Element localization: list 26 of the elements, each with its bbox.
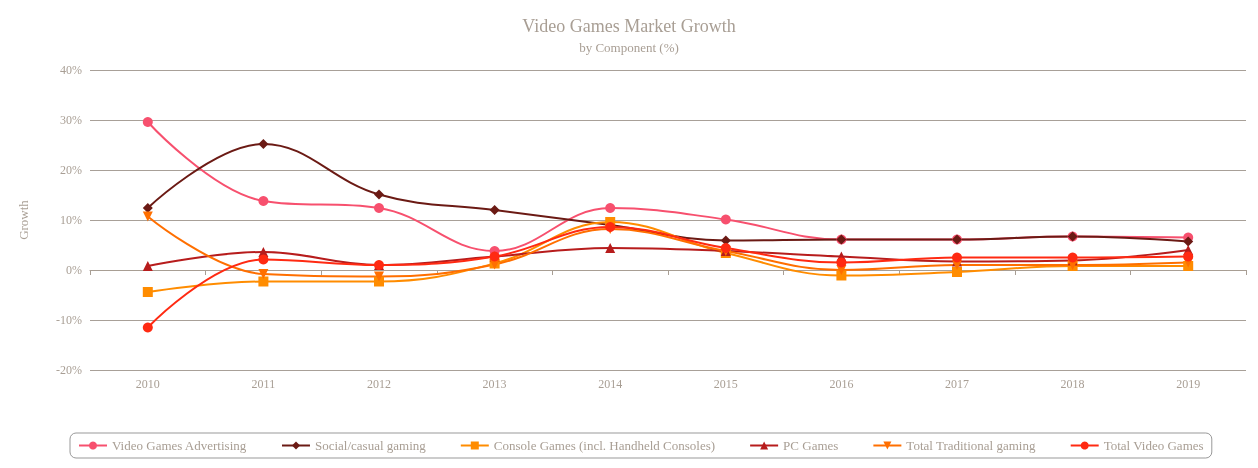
x-tick-label: 2019 [1176,377,1201,391]
y-tick-label: 40% [60,63,82,77]
y-tick-label: 0% [66,263,82,277]
y-axis-title: Growth [16,199,31,240]
x-tick-label: 2011 [251,377,276,391]
chart-subtitle: by Component (%) [579,40,679,55]
x-tick-label: 2012 [367,377,391,391]
y-tick-label: 10% [60,213,82,227]
legend-label: Total Traditional gaming [906,438,1036,453]
legend-label: Video Games Advertising [112,438,247,453]
x-tick-label: 2010 [135,377,160,391]
y-tick-label: -10% [56,313,82,327]
x-tick-label: 2018 [1060,377,1085,391]
y-tick-label: -20% [56,363,82,377]
x-tick-label: 2015 [713,377,738,391]
legend-label: PC Games [783,438,839,453]
legend-label: Console Games (incl. Handheld Consoles) [493,438,716,453]
legend-label: Social/casual gaming [314,438,427,453]
y-tick-label: 30% [60,113,82,127]
legend-label: Total Video Games [1103,438,1204,453]
x-tick-label: 2014 [598,377,623,391]
x-tick-label: 2017 [945,377,969,391]
chart-title: Video Games Market Growth [522,16,736,36]
x-tick-label: 2016 [829,377,854,391]
y-tick-label: 20% [60,163,82,177]
x-tick-label: 2013 [482,377,507,391]
